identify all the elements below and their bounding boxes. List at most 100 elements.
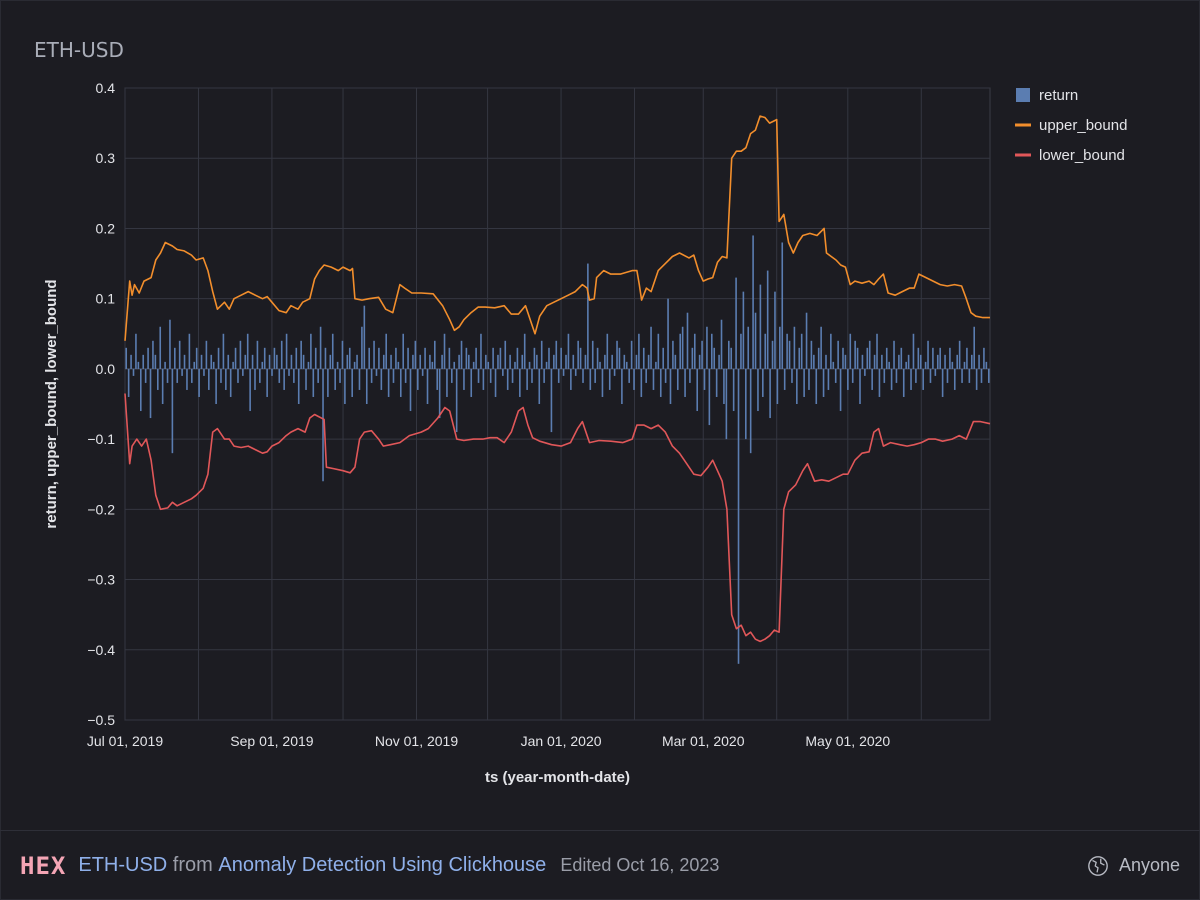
- return-bar: [681, 326, 684, 369]
- return-bar: [256, 340, 259, 369]
- return-bar: [523, 333, 526, 369]
- return-bar: [147, 347, 149, 369]
- return-bar: [742, 291, 745, 369]
- return-bar: [847, 368, 849, 390]
- return-bar: [441, 354, 443, 369]
- return-bar: [334, 368, 336, 390]
- return-bar: [582, 368, 584, 383]
- return-bar: [475, 347, 477, 369]
- return-bar: [339, 368, 341, 383]
- return-bar: [786, 333, 788, 369]
- return-bar: [195, 347, 198, 369]
- return-bar: [579, 347, 582, 369]
- return-bar: [200, 354, 203, 369]
- return-bar: [599, 361, 601, 369]
- return-bar: [365, 368, 368, 404]
- return-bar: [538, 368, 541, 404]
- return-bar: [659, 368, 662, 397]
- return-bar: [283, 368, 285, 390]
- return-bar: [370, 368, 373, 383]
- return-bar: [630, 340, 633, 369]
- x-tick-label: Jul 01, 2019: [87, 733, 163, 749]
- return-bar: [329, 354, 332, 369]
- y-axis-label: return, upper_bound, lower_bound: [43, 279, 60, 528]
- return-bar: [472, 361, 475, 369]
- return-bar: [757, 368, 759, 412]
- return-bar: [485, 354, 487, 369]
- y-tick-label: −0.3: [87, 572, 115, 588]
- return-bar: [623, 354, 626, 369]
- return-bar: [944, 354, 946, 369]
- return-bar: [319, 326, 322, 369]
- return-bar: [888, 361, 890, 369]
- return-bar: [295, 347, 298, 369]
- return-bar: [732, 368, 735, 412]
- return-bar: [399, 368, 402, 397]
- return-bar: [970, 354, 973, 369]
- return-bar: [344, 368, 346, 404]
- return-bar: [745, 368, 747, 440]
- return-bar: [834, 368, 837, 383]
- project-link[interactable]: Anomaly Detection Using Clickhouse: [218, 854, 547, 876]
- hex-logo[interactable]: HEX: [20, 851, 67, 880]
- return-bar: [565, 354, 567, 369]
- return-bar: [545, 361, 548, 369]
- chart-link[interactable]: ETH-USD: [78, 854, 168, 876]
- return-bar: [946, 368, 949, 383]
- from-text: from: [167, 854, 219, 876]
- return-bar: [380, 368, 383, 390]
- return-bar: [135, 333, 137, 369]
- return-bar: [181, 368, 183, 376]
- return-bar: [725, 368, 728, 440]
- return-bar: [237, 368, 239, 383]
- return-bar: [259, 368, 261, 383]
- return-bar: [446, 368, 448, 397]
- return-bar: [980, 368, 983, 383]
- y-tick-label: 0.1: [96, 291, 116, 307]
- return-bar: [878, 368, 881, 397]
- return-bar: [730, 347, 733, 369]
- return-bar: [701, 340, 703, 369]
- return-bar: [621, 368, 623, 404]
- return-bar: [127, 368, 130, 397]
- return-bar: [864, 368, 866, 376]
- return-bar: [293, 368, 295, 383]
- return-bar: [606, 333, 609, 369]
- return-bar: [652, 368, 655, 390]
- return-bar: [516, 347, 519, 369]
- return-bar: [854, 340, 856, 369]
- return-bar: [708, 368, 711, 426]
- return-bar: [169, 319, 171, 369]
- return-bar: [553, 354, 555, 369]
- return-bar: [978, 354, 980, 369]
- return-bar: [749, 368, 752, 454]
- return-bar: [166, 368, 169, 383]
- return-bar: [686, 312, 689, 369]
- return-bar: [844, 354, 847, 369]
- return-bar: [650, 326, 652, 369]
- legend-label: upper_bound: [1039, 117, 1127, 134]
- return-bar: [667, 298, 669, 369]
- return-bar: [514, 361, 516, 369]
- globe-icon: [1088, 855, 1108, 876]
- return-bar: [754, 312, 757, 369]
- return-bar: [358, 368, 361, 390]
- share-visibility[interactable]: Anyone: [1118, 855, 1180, 875]
- return-bar: [747, 326, 750, 369]
- return-bar: [392, 368, 395, 383]
- return-bar: [715, 368, 718, 397]
- return-bar: [851, 368, 854, 383]
- return-bar: [531, 368, 533, 383]
- return-bar: [555, 340, 558, 369]
- return-bar: [290, 354, 293, 369]
- return-bar: [460, 340, 463, 369]
- return-bar: [703, 368, 706, 390]
- return-bar: [973, 326, 976, 369]
- return-bar: [361, 326, 363, 369]
- return-bar: [601, 368, 604, 397]
- return-bar: [975, 368, 978, 390]
- return-bar: [676, 368, 679, 390]
- return-bar: [261, 361, 264, 369]
- return-bar: [693, 333, 696, 369]
- return-bar: [587, 263, 589, 369]
